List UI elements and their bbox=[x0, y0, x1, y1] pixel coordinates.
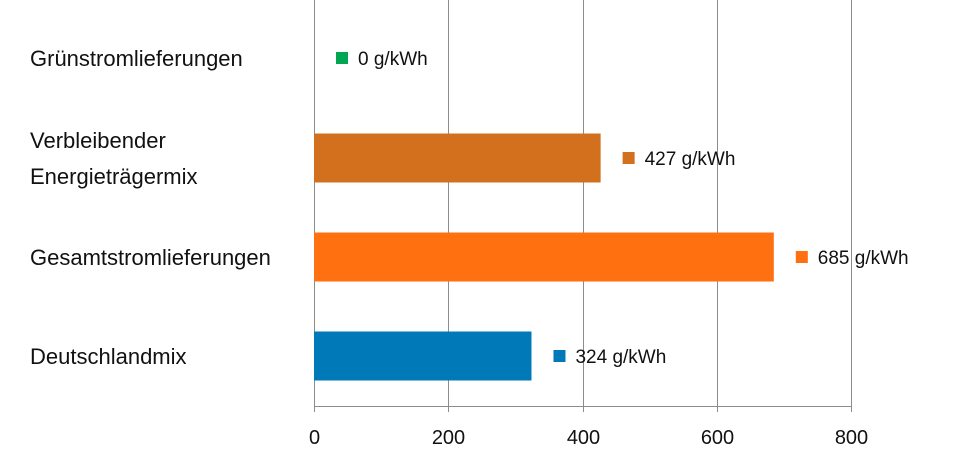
category-label: Deutschlandmix bbox=[30, 344, 187, 369]
data-label: 324 g/kWh bbox=[575, 347, 666, 368]
category-label: Gesamtstromlieferungen bbox=[30, 245, 271, 270]
data-label-key bbox=[336, 52, 348, 64]
x-tick-label: 800 bbox=[835, 427, 868, 449]
x-tick-label: 400 bbox=[567, 427, 600, 449]
data-label: 685 g/kWh bbox=[818, 248, 909, 269]
data-label-key bbox=[622, 152, 635, 164]
category-label: Energieträgermix bbox=[30, 164, 198, 189]
x-tick-label: 600 bbox=[701, 427, 734, 449]
x-tick-label: 0 bbox=[309, 427, 320, 449]
bar bbox=[314, 331, 532, 381]
bar bbox=[314, 133, 601, 183]
bar bbox=[314, 232, 774, 282]
category-label: Verbleibender bbox=[30, 128, 166, 153]
data-label: 427 g/kWh bbox=[645, 149, 736, 170]
data-label-key bbox=[553, 350, 566, 362]
data-label: 0 g/kWh bbox=[358, 49, 428, 70]
data-label-key bbox=[795, 251, 808, 263]
category-label: Grünstromlieferungen bbox=[30, 46, 243, 71]
x-tick-label: 200 bbox=[432, 427, 465, 449]
